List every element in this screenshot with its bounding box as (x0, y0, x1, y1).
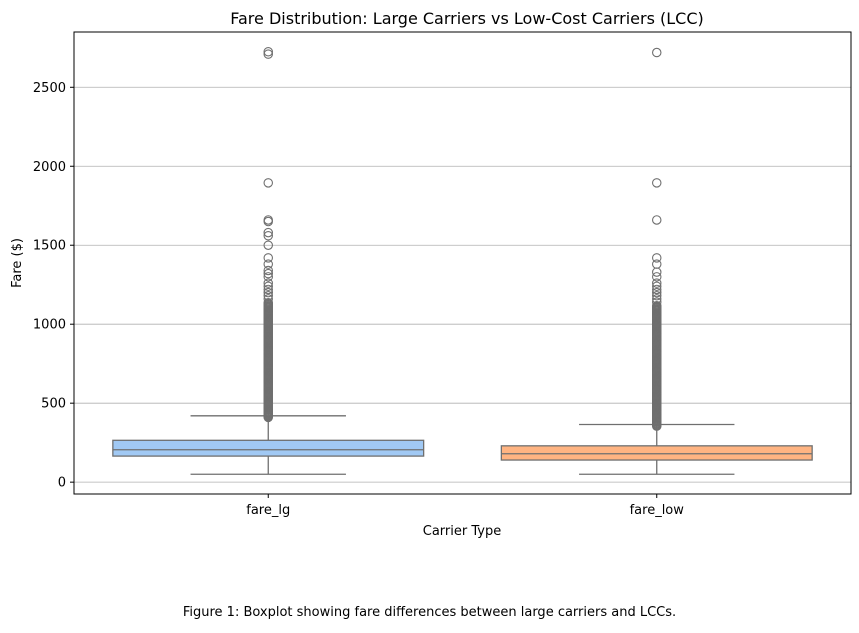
box-fare_low (500, 47, 813, 475)
outlier-point (651, 287, 662, 298)
outlier-point (263, 253, 273, 263)
outlier-point (263, 287, 273, 298)
y-axis-label: Fare ($) (10, 238, 25, 288)
outlier-point (263, 178, 273, 188)
boxplot-chart: 0 500 1000 1500 2000 2500 fare_lg fare_low Fare… (10, 9, 852, 539)
plot-frame (73, 31, 852, 495)
outlier-point (651, 253, 662, 263)
outlier-point (263, 268, 273, 279)
outlier-point (651, 278, 662, 288)
outlier-point (651, 272, 662, 282)
y-tick-label: 2000 (33, 160, 66, 175)
outlier-point (263, 291, 273, 301)
y-tick-label: 0 (58, 476, 66, 491)
y-tick-label: 1000 (33, 318, 66, 333)
y-tick-label: 500 (41, 397, 66, 412)
outlier-point (263, 215, 273, 225)
figure-caption: Figure 1: Boxplot showing fare differenc… (182, 605, 677, 620)
outlier-point (651, 291, 662, 301)
outlier-point (263, 297, 273, 308)
outlier-point (263, 294, 273, 304)
box-iqr (500, 445, 813, 461)
axis-ticks: 0 500 1000 1500 2000 2500 fare_lg fare_low (33, 81, 684, 518)
outlier-point (651, 259, 662, 269)
outlier-point (651, 294, 662, 304)
x-tick-label: fare_lg (246, 503, 290, 518)
outlier-point (263, 278, 273, 288)
outlier-point (651, 178, 662, 188)
outlier-point (651, 284, 662, 295)
outlier-point (263, 281, 273, 292)
outlier-point (651, 47, 662, 58)
x-tick-label: fare_low (630, 503, 685, 518)
box-iqr (112, 439, 425, 457)
outlier-point (651, 297, 662, 307)
outlier-point (263, 240, 273, 250)
box-fare_lg (112, 46, 425, 475)
outlier-point (263, 265, 273, 276)
outlier-point (263, 259, 273, 269)
outlier-point (651, 300, 662, 311)
boxes (112, 46, 813, 475)
outlier-point (263, 227, 273, 238)
chart-title: Fare Distribution: Large Carriers vs Low… (230, 9, 703, 28)
outlier-point (263, 231, 273, 241)
outlier-point (263, 46, 273, 57)
outlier-point (263, 284, 273, 295)
outlier-point (651, 281, 662, 292)
y-tick-label: 2500 (33, 81, 66, 96)
outlier-point (263, 49, 273, 59)
y-tick-label: 1500 (33, 239, 66, 254)
x-axis-label: Carrier Type (423, 524, 501, 539)
outlier-point (651, 215, 662, 225)
grid-lines (74, 86, 851, 483)
outlier-point (263, 272, 273, 282)
